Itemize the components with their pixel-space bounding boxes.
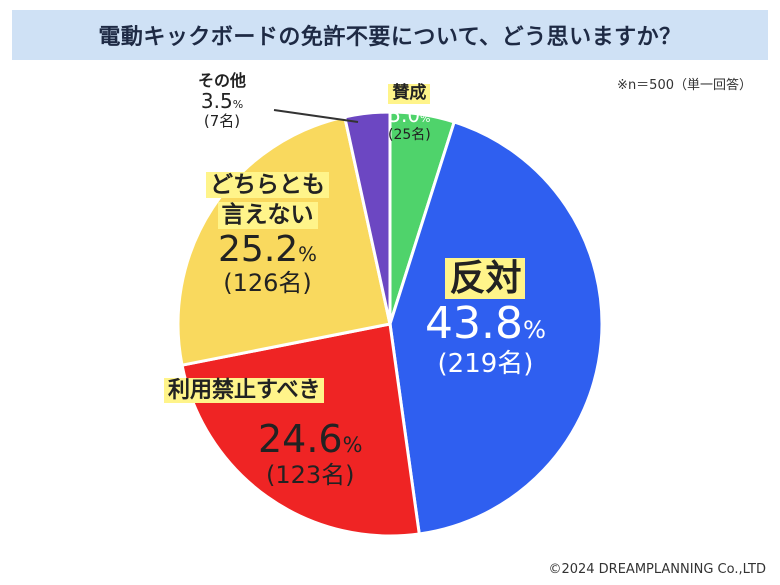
other-leader-line [273,109,359,123]
label-agree: 賛成 5.0% (25名) [388,83,431,143]
oppose-name: 反対 [445,258,526,300]
agree-name: 賛成 [388,83,431,104]
chart-title: 電動キックボードの免許不要について、どう思いますか？ [98,25,682,50]
ban-name: 利用禁止すべき [164,378,325,404]
other-name: その他 [198,71,247,90]
oppose-count: (219名) [437,348,534,379]
oppose-pct: 43.8% [425,298,546,350]
copyright: ©2024 DREAMPLANNING Co.,LTD [548,562,766,577]
title-bar: 電動キックボードの免許不要について、どう思いますか？ [12,10,768,60]
label-ban-values: 24.6% (123名) [258,417,363,489]
slice-neutral [176,115,392,367]
agree-count: (25名) [388,126,431,143]
neutral-count: (126名) [223,269,312,298]
label-oppose: 反対 43.8% (219名) [425,258,546,380]
ban-count: (123名) [265,460,355,489]
label-ban: 利用禁止すべき [164,378,325,404]
slice-other [342,110,392,325]
neutral-name-line2: 言えない [217,202,318,229]
label-other: その他 3.5% (7名) [198,71,247,131]
label-neutral: どちらとも 言えない 25.2% (126名) [206,172,329,298]
other-pct: 3.5% [200,89,244,114]
sample-note: ※n＝500（単一回答） [617,78,752,93]
ban-pct: 24.6% [258,417,363,461]
neutral-pct: 25.2% [218,228,317,270]
other-count: (7名) [203,112,241,131]
slice-oppose [388,120,604,536]
neutral-name-line1: どちらとも [206,172,329,199]
agree-pct: 5.0% [388,102,431,127]
